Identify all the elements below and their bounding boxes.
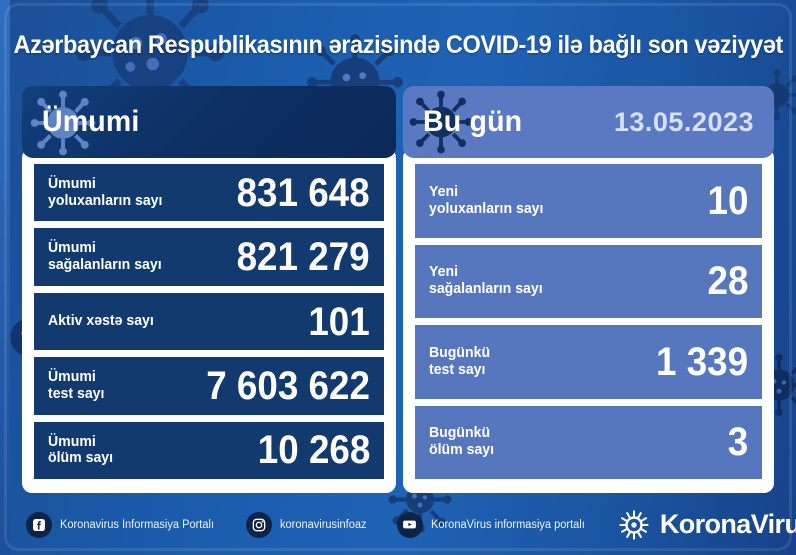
stat-row: Ümumi sağalanların sayı 821 279	[34, 228, 384, 286]
panel-total-body: Ümumi yoluxanların sayı 831 648 Ümumi sa…	[22, 148, 396, 493]
stat-label: Ümumi ölüm sayı	[48, 432, 114, 467]
facebook-icon[interactable]	[26, 511, 52, 538]
social-label: Koronavirus İnformasiya Portalı	[60, 518, 215, 531]
panel-total-header: Ümumi	[22, 86, 396, 158]
youtube-icon[interactable]	[396, 511, 423, 538]
stat-row: Ümumi test sayı 7 603 622	[34, 357, 384, 415]
brand-logo[interactable]: KoronaVirus info	[617, 508, 796, 542]
stat-row: Ümumi ölüm sayı 10 268	[34, 421, 384, 480]
panel-today-body: Yeni yoluxanların sayı 10 Yeni sağalanla…	[403, 148, 774, 493]
stat-value: 7 603 622	[206, 363, 370, 408]
stat-label: Ümumi test sayı	[48, 368, 105, 402]
stat-row: Yeni sağalanların sayı 28	[415, 244, 762, 318]
instagram-icon[interactable]	[246, 511, 273, 538]
social-label: KoronaVirus informasiya portalı	[430, 518, 585, 531]
virus-sun-icon	[619, 509, 649, 540]
stat-row: Ümumi yoluxanların sayı 831 648	[34, 164, 384, 222]
page-title-text: Azərbaycan Respublikasının ərazisində CO…	[13, 30, 783, 59]
stat-row: Aktiv xəstə sayı 101	[34, 292, 384, 351]
panel-total-heading: Ümumi	[42, 105, 140, 138]
stat-row: Bugünkü test sayı 1 339	[415, 325, 762, 399]
stat-value: 831 648	[236, 170, 370, 215]
stat-label: Ümumi sağalanların sayı	[48, 239, 162, 274]
stat-value: 28	[707, 259, 748, 304]
stat-label: Ümumi yoluxanların sayı	[48, 174, 163, 209]
social-youtube[interactable]: KoronaVirus informasiya portalı	[396, 511, 591, 538]
stat-row: Yeni yoluxanların sayı 10	[415, 164, 762, 238]
social-facebook[interactable]: Koronavirus İnformasiya Portalı	[26, 511, 220, 538]
stat-row: Bugünkü ölüm sayı 3	[415, 405, 762, 479]
social-label: koronavirusinfoaz	[280, 518, 367, 531]
panel-total: Ümumi Ümumi yoluxanların sayı 831 648 Üm…	[22, 86, 396, 493]
total-stat-rows: Ümumi yoluxanların sayı 831 648 Ümumi sa…	[34, 164, 384, 480]
stat-label: Bugünkü test sayı	[429, 343, 491, 378]
stat-value: 821 279	[236, 235, 370, 280]
social-instagram[interactable]: koronavirusinfoaz	[246, 511, 370, 538]
panel-today: Bu gün 13.05.2023 Yeni yoluxanların sayı…	[403, 86, 774, 493]
panel-today-heading: Bu gün	[423, 105, 523, 138]
footer: Koronavirus İnformasiya Portalı koronavi…	[0, 500, 796, 555]
today-stat-rows: Yeni yoluxanların sayı 10 Yeni sağalanla…	[415, 164, 762, 479]
stat-value: 10	[707, 178, 748, 223]
stat-label: Aktiv xəstə sayı	[48, 312, 154, 330]
stat-value: 3	[727, 420, 748, 465]
report-date: 13.05.2023	[613, 106, 754, 137]
stat-value: 101	[308, 299, 370, 344]
stat-value: 10 268	[257, 428, 370, 473]
stat-label: Bugünkü ölüm sayı	[429, 424, 495, 459]
page-title: Azərbaycan Respublikasının ərazisində CO…	[0, 22, 796, 68]
left-edge-strip	[0, 0, 10, 555]
stat-value: 1 339	[655, 339, 748, 384]
stat-label: Yeni sağalanların sayı	[429, 263, 543, 298]
panel-today-header: Bu gün 13.05.2023	[403, 86, 774, 158]
brand-name: KoronaVirus	[659, 509, 796, 539]
stat-label: Yeni yoluxanların sayı	[429, 182, 544, 217]
